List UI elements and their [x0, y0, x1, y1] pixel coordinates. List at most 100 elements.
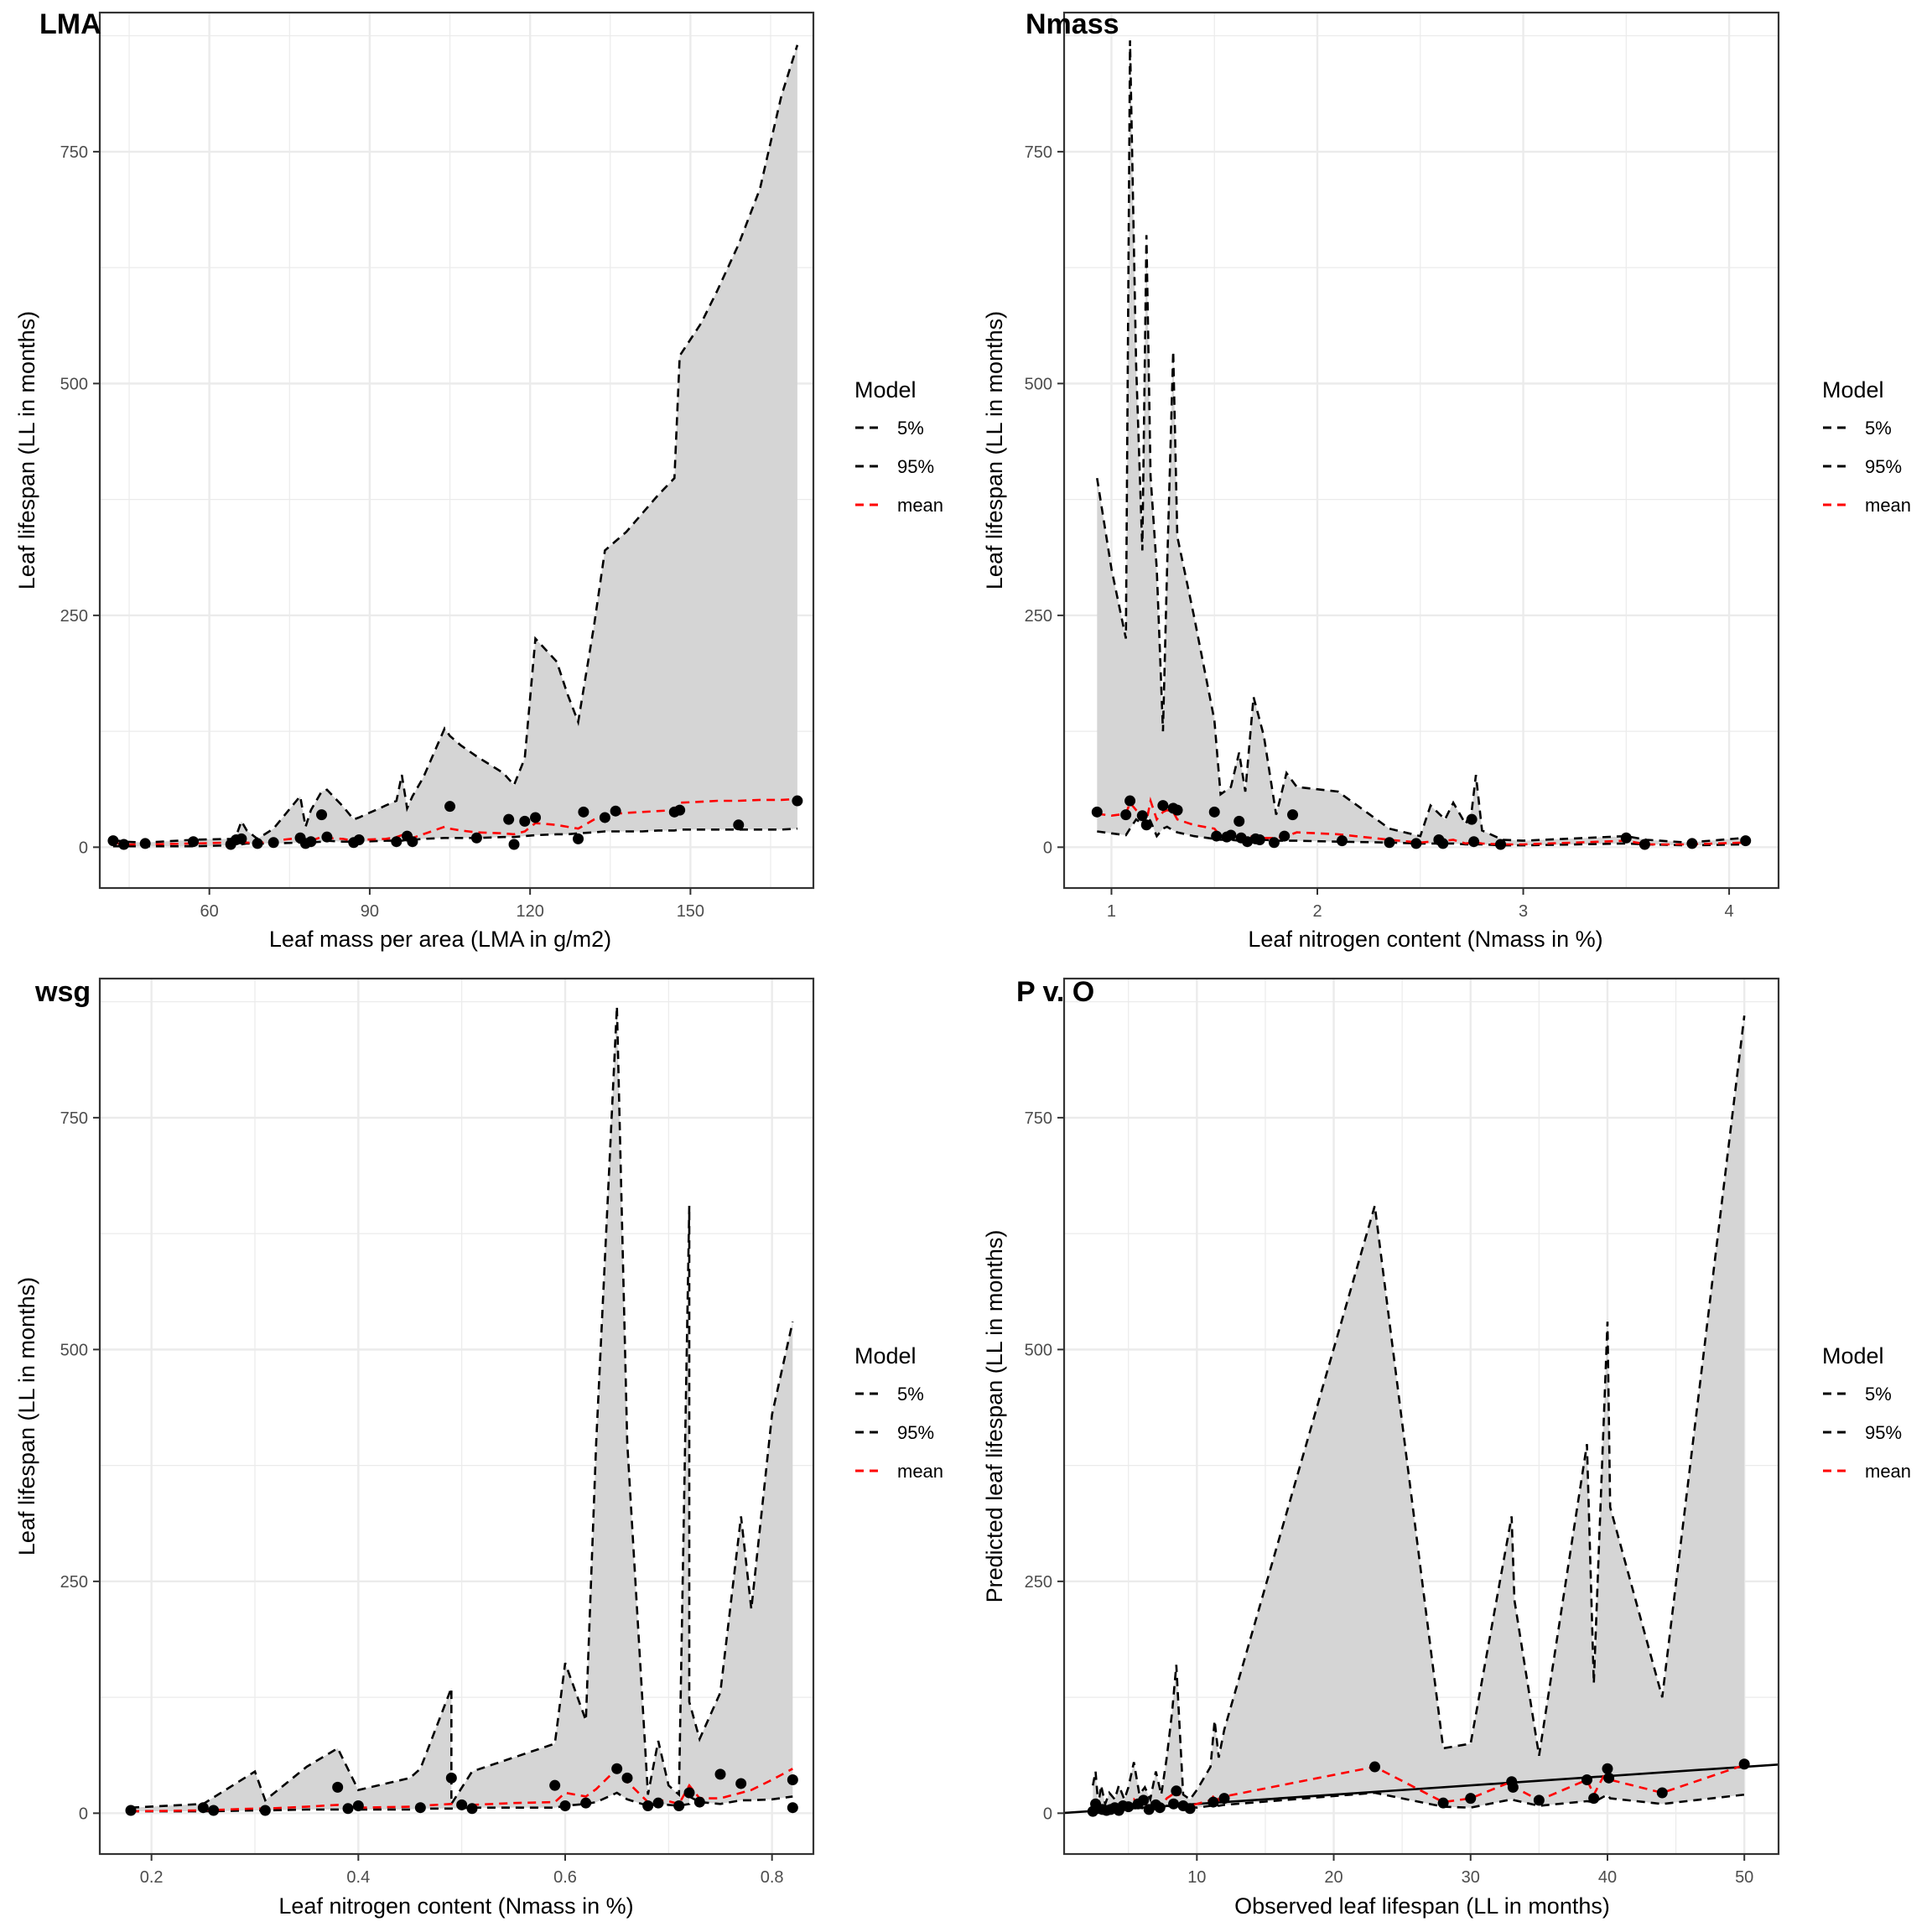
data-point	[1369, 1761, 1381, 1773]
ribbon-5-95	[1093, 1015, 1745, 1812]
x-tick-label: 10	[1187, 1868, 1206, 1887]
data-point	[332, 1781, 344, 1793]
data-point	[1686, 838, 1698, 849]
data-point	[107, 835, 119, 847]
data-point	[642, 1800, 654, 1811]
data-point	[125, 1805, 137, 1816]
data-point	[714, 1768, 726, 1780]
data-point	[1507, 1781, 1519, 1793]
data-point	[252, 838, 263, 849]
plot-area: 0.2 0.4 0.6 0.8 0 250 500 750	[60, 977, 815, 1887]
legend: Model 5% 95% mean	[1822, 377, 1911, 516]
data-point	[787, 1802, 798, 1814]
panel-title: P v. O	[1016, 976, 1094, 1008]
x-tick-label: 20	[1324, 1868, 1343, 1887]
data-point	[1157, 800, 1169, 812]
data-point	[1168, 1798, 1180, 1810]
legend-label-95pct: 95%	[897, 456, 934, 477]
legend-label-5pct: 5%	[1865, 418, 1892, 439]
legend-label-95pct: 95%	[897, 1422, 934, 1443]
data-point	[1336, 835, 1348, 847]
data-point	[1154, 1802, 1166, 1814]
y-tick-label: 750	[60, 143, 88, 162]
data-point	[1171, 1785, 1182, 1797]
x-tick-label: 4	[1725, 902, 1734, 921]
y-axis-title: Leaf lifespan (LL in months)	[982, 311, 1007, 589]
data-point	[1225, 829, 1237, 841]
x-tick-label: 90	[361, 902, 379, 921]
y-tick-label: 750	[1025, 143, 1052, 162]
data-point	[1620, 832, 1632, 844]
data-point	[611, 1763, 623, 1774]
y-tick-label: 0	[1043, 1805, 1052, 1823]
data-point	[466, 1803, 478, 1815]
data-point	[1588, 1793, 1600, 1805]
x-axis-title: Leaf mass per area (LMA in g/m2)	[269, 927, 611, 952]
data-point	[188, 836, 200, 848]
data-point	[735, 1778, 747, 1789]
y-axis-title: Leaf lifespan (LL in months)	[14, 311, 39, 589]
panel-background	[100, 979, 813, 1854]
data-point	[1437, 838, 1449, 849]
legend: Model 5% 95% mean	[1822, 1343, 1911, 1482]
data-point	[352, 1800, 364, 1811]
data-point	[652, 1797, 664, 1809]
data-point	[1287, 809, 1299, 821]
data-point	[1639, 839, 1650, 850]
data-point	[445, 1772, 457, 1784]
data-point	[197, 1802, 209, 1814]
y-tick-label: 250	[60, 1573, 88, 1592]
legend-title: Model	[1822, 377, 1884, 402]
data-point	[267, 837, 279, 849]
data-point	[673, 1800, 685, 1811]
legend-title: Model	[854, 1343, 917, 1368]
plot-area: 60 90 120 150 0 250 500 750	[60, 11, 815, 921]
y-tick-label: 500	[1025, 375, 1052, 393]
panel-nmass: 1 2 3 4 0 250 500 750 Nmass Leaf nitrogen conte…	[982, 8, 1911, 952]
panel-title: Nmass	[1026, 8, 1119, 40]
x-tick-label: 0.4	[346, 1868, 370, 1887]
data-point	[1138, 1794, 1150, 1806]
x-axis-title: Leaf nitrogen content (Nmass in %)	[1248, 927, 1602, 952]
data-point	[1124, 795, 1136, 807]
y-axis-title: Leaf lifespan (LL in months)	[14, 1277, 39, 1555]
y-tick-label: 750	[1025, 1109, 1052, 1128]
y-tick-label: 250	[60, 607, 88, 626]
y-axis-title: Predicted leaf lifespan (LL in months)	[982, 1230, 1007, 1603]
data-point	[787, 1774, 798, 1786]
data-point	[1268, 837, 1280, 849]
y-tick-label: 0	[1043, 839, 1052, 857]
grid	[100, 979, 813, 1854]
panel-lma: 60 90 120 150 0 250 500 750 LMA Leaf mass per a…	[14, 8, 943, 952]
legend-title: Model	[854, 377, 917, 402]
plot-content	[1091, 40, 1752, 850]
data-point	[1495, 839, 1507, 850]
data-point	[236, 833, 247, 844]
data-point	[1208, 1796, 1219, 1808]
panel-title: wsg	[34, 976, 91, 1008]
x-tick-label: 0.2	[140, 1868, 164, 1887]
x-tick-label: 0.8	[761, 1868, 784, 1887]
legend-label-5pct: 5%	[1865, 1384, 1892, 1405]
data-point	[1171, 804, 1183, 816]
data-point	[1184, 1803, 1196, 1815]
data-point	[305, 836, 317, 848]
x-tick-label: 40	[1598, 1868, 1617, 1887]
grid	[100, 13, 813, 888]
data-point	[674, 804, 686, 816]
data-point	[456, 1799, 468, 1810]
y-tick-label: 500	[60, 1341, 88, 1359]
data-point	[610, 805, 621, 817]
legend-title: Model	[1822, 1343, 1884, 1368]
data-point	[342, 1803, 354, 1815]
legend-label-mean: mean	[897, 495, 943, 516]
series-mean-line	[130, 1767, 793, 1813]
data-point	[621, 1772, 633, 1784]
data-point	[733, 819, 745, 831]
x-tick-label: 30	[1462, 1868, 1480, 1887]
legend-label-95pct: 95%	[1865, 456, 1902, 477]
data-point	[470, 832, 482, 844]
data-point	[693, 1796, 705, 1808]
